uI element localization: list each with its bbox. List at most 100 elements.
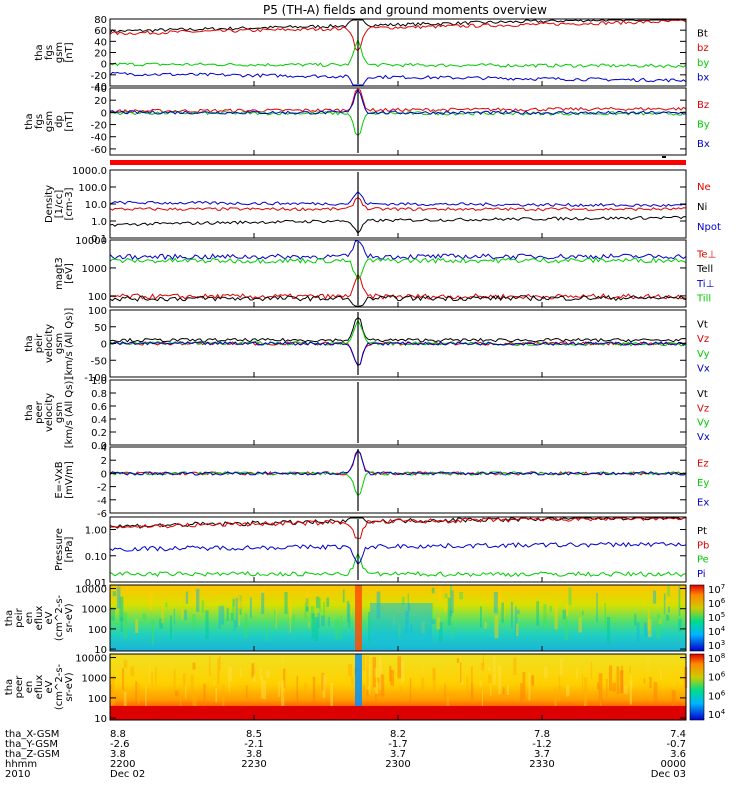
spectrogram-texture: [305, 588, 309, 607]
y-axis-label: [cm-3]: [64, 187, 75, 220]
time-axis-row-label: tha_X-GSM: [5, 729, 59, 740]
spectrogram-texture: [374, 693, 377, 707]
y-tick-label: 10: [94, 714, 107, 725]
spectrogram-texture: [665, 614, 670, 621]
y-tick-label: 0.0: [91, 441, 107, 452]
spectrogram-texture: [466, 676, 469, 695]
series-line-peir_velocity: [109, 341, 687, 367]
spectrogram-texture: [244, 613, 248, 639]
series-line-fgs_gsm_dp: [109, 88, 687, 114]
time-axis-value: 3.8: [110, 749, 126, 760]
spectrogram-texture: [363, 620, 365, 632]
spectrogram-texture: [203, 683, 206, 709]
spectrogram-texture: [314, 617, 319, 642]
spectrogram-texture: [421, 677, 425, 691]
series-line-efield: [109, 449, 687, 476]
spectrogram-texture: [582, 674, 584, 700]
spectrogram-texture: [399, 686, 402, 695]
series-line-density: [109, 196, 687, 212]
y-axis-label: Density: [44, 185, 55, 223]
spectrogram-texture: [282, 656, 284, 670]
spectrogram-texture: [122, 668, 125, 691]
ion-depletion: [370, 603, 432, 647]
spectrogram-texture: [185, 682, 187, 699]
spectrogram-texture: [515, 623, 519, 637]
spectrogram-texture: [275, 606, 277, 629]
spectrogram-texture: [409, 678, 412, 703]
y-tick-label: 100.0: [78, 183, 107, 194]
spectrogram-texture: [159, 618, 163, 629]
spectrogram-texture: [531, 675, 535, 686]
spectrogram-texture: [304, 683, 308, 693]
spectrogram-texture: [400, 661, 405, 683]
legend-label: Vz: [697, 334, 709, 345]
y-tick-label: -100: [84, 373, 107, 384]
panel-peer_eflux: 104 106 106 108 10 100 1000 10000 tha peer en eflux…: [4, 652, 726, 725]
spectrogram-texture: [449, 610, 453, 617]
y-axis-label: [mV/m]: [64, 461, 75, 499]
y-tick-label: 4: [101, 443, 107, 454]
panel-frame: [109, 516, 687, 583]
legend-label: Ey: [697, 478, 709, 489]
spectrogram-texture: [498, 665, 502, 695]
y-tick-label: 1000: [82, 605, 107, 616]
y-axis-label: Pressure: [54, 528, 65, 571]
time-axis-value: 7.8: [534, 729, 550, 740]
spectrogram-texture: [111, 675, 115, 705]
legend-label: Ti⊥: [696, 279, 714, 290]
spectrogram-texture: [362, 655, 366, 671]
spectrogram-texture: [431, 602, 434, 627]
spectrogram-texture: [142, 613, 147, 620]
time-axis-row-label: hhmm: [5, 759, 37, 770]
y-axis-label: tha: [24, 404, 35, 420]
y-tick-label: -4: [97, 496, 107, 507]
spectrogram-texture: [130, 666, 135, 677]
spectrogram-texture: [488, 674, 492, 684]
y-axis-label: sr-eV): [64, 603, 75, 632]
spectrogram-texture: [192, 592, 196, 604]
panel-frame: [109, 446, 687, 514]
spectrogram-texture: [342, 589, 345, 603]
spectrogram-texture: [292, 614, 296, 630]
spectrogram-texture: [575, 668, 578, 679]
panel-frame: [109, 169, 687, 239]
spectrogram-texture: [379, 655, 382, 665]
spectrogram-texture: [649, 676, 652, 689]
spectrogram-texture: [599, 691, 602, 719]
series-line-fgs_gsm: [109, 19, 686, 34]
spectrogram-texture: [652, 590, 657, 604]
spectrogram-texture: [322, 674, 326, 698]
series-line-fgs_gsm: [109, 71, 687, 86]
panel-efield: Ez Ey Ex -6 -4 -2 0 2 4 E=-VxB [mV/m]: [54, 443, 709, 520]
time-axis-value: -2.1: [244, 739, 264, 750]
spectrogram-texture: [643, 678, 646, 684]
panel-pressure: Pt Pb Pe Pi 0.01 0.10 1.00 Pressure [nPa]: [54, 516, 709, 589]
spectrogram-texture: [511, 601, 513, 628]
series-line-fgs_gsm_dp: [109, 110, 687, 137]
spectrogram-texture: [135, 681, 138, 707]
spectrogram-texture: [536, 601, 540, 626]
y-tick-label: -2: [97, 483, 107, 494]
time-axis-row-label: tha_Z-GSM: [5, 749, 60, 760]
spectrogram-texture: [629, 675, 633, 705]
spectrogram-texture: [145, 684, 147, 710]
series-line-density: [109, 215, 687, 234]
spectrogram-texture: [623, 685, 628, 694]
spectrogram-texture: [226, 608, 229, 622]
spectrogram-texture: [596, 682, 600, 690]
spectrogram-texture: [494, 615, 499, 639]
y-tick-label: 0: [101, 340, 107, 351]
spectrogram-texture: [375, 682, 379, 694]
legend-label: Vt: [697, 319, 708, 330]
spectrogram-texture: [584, 690, 586, 717]
time-axis-value: 3.6: [670, 749, 686, 760]
spectrogram-texture: [192, 614, 196, 629]
spectrogram-texture: [422, 664, 424, 670]
series-line-efield: [109, 449, 687, 476]
spectrogram-texture: [261, 588, 266, 595]
y-axis-label: peer: [34, 400, 45, 424]
colorbar-tick-label: 104: [708, 708, 726, 721]
spectrogram-texture: [123, 612, 128, 639]
